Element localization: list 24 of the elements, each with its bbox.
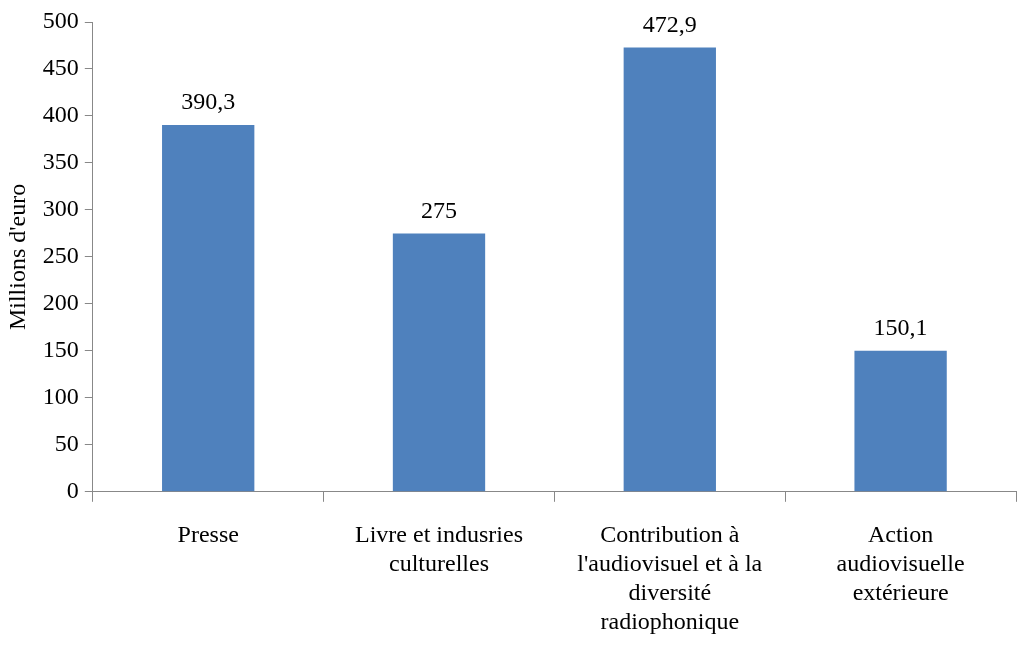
x-tick-label: Contribution à l'audiovisuel et à la diversité radiophonique <box>577 521 763 634</box>
y-tick-label: 0 <box>66 477 79 504</box>
bar <box>162 125 255 492</box>
y-tick-label: 50 <box>54 430 79 457</box>
bar <box>623 47 716 492</box>
y-axis-title: Millions d'euro <box>3 183 30 331</box>
y-tick-label: 500 <box>42 7 79 34</box>
y-tick-label: 100 <box>42 383 79 410</box>
x-tick-label: Action audiovisuelle extérieure <box>836 521 965 606</box>
bar <box>392 233 486 492</box>
bar <box>854 350 947 492</box>
data-label: 390,3 <box>181 88 236 115</box>
x-tick-label: Presse <box>177 521 239 548</box>
data-label: 275 <box>421 196 457 223</box>
y-tick-label: 250 <box>42 242 79 269</box>
y-tick-label: 350 <box>42 148 79 175</box>
y-tick-label: 300 <box>42 195 79 222</box>
y-tick-label: 400 <box>42 101 79 128</box>
x-tick-label: Livre et indusries culturelles <box>355 521 523 577</box>
data-label: 150,1 <box>873 314 928 341</box>
y-tick-label: 150 <box>42 336 79 363</box>
y-tick-label: 200 <box>42 289 79 316</box>
y-tick-label: 450 <box>42 54 79 81</box>
data-label: 472,9 <box>642 10 697 37</box>
